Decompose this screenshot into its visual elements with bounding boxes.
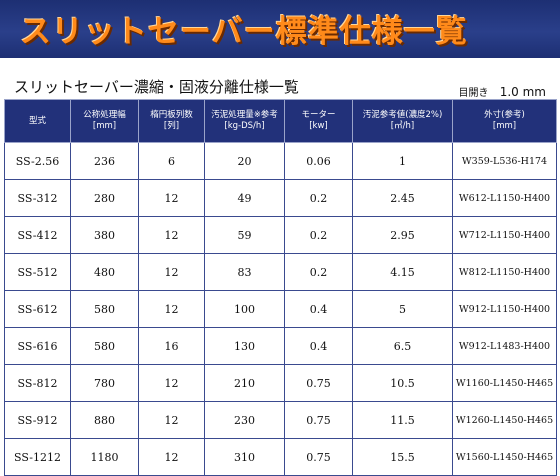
cell-disc-rows: 12 <box>138 290 205 328</box>
table-row: SS-512 480 12 83 0.2 4.15 W812-L1150-H40… <box>4 253 557 291</box>
title-banner: スリットセーバー標準仕様一覧 <box>0 0 560 58</box>
cell-model: SS-612 <box>4 290 71 328</box>
cell-sludge-reference: 1 <box>352 142 453 180</box>
cell-sludge-capacity: 210 <box>204 364 285 402</box>
cell-motor: 0.75 <box>284 364 353 402</box>
cell-motor: 0.75 <box>284 401 353 439</box>
table-row: SS-912 880 12 230 0.75 11.5 W1260-L1450-… <box>4 401 557 439</box>
cell-width: 480 <box>70 253 139 291</box>
cell-sludge-capacity: 20 <box>204 142 285 180</box>
header-sludge-reference: 汚泥参考値(濃度2%) [㎥/h] <box>352 99 453 143</box>
cell-model: SS-312 <box>4 179 71 217</box>
cell-dimensions: W359-L536-H174 <box>452 142 557 180</box>
table-subtitle: スリットセーバー濃縮・固液分離仕様一覧 <box>14 78 299 96</box>
cell-disc-rows: 6 <box>138 142 205 180</box>
table-row: SS-616 580 16 130 0.4 6.5 W912-L1483-H40… <box>4 327 557 365</box>
cell-disc-rows: 16 <box>138 327 205 365</box>
cell-width: 280 <box>70 179 139 217</box>
cell-sludge-reference: 2.45 <box>352 179 453 217</box>
header-disc-rows: 楕円板列数 [列] <box>138 99 205 143</box>
cell-width: 780 <box>70 364 139 402</box>
spec-table-wrapper: 型式 公称処理幅 [mm] 楕円板列数 [列] 汚泥処理量※参考 [kg-DS/… <box>4 99 557 476</box>
table-row: SS-2.56 236 6 20 0.06 1 W359-L536-H174 <box>4 142 557 180</box>
cell-sludge-capacity: 49 <box>204 179 285 217</box>
header-sludge-capacity: 汚泥処理量※参考 [kg-DS/h] <box>204 99 285 143</box>
table-row: SS-1212 1180 12 310 0.75 15.5 W1560-L145… <box>4 438 557 476</box>
cell-dimensions: W1160-L1450-H465 <box>452 364 557 402</box>
cell-sludge-capacity: 130 <box>204 327 285 365</box>
cell-motor: 0.2 <box>284 179 353 217</box>
header-motor: モーター [kw] <box>284 99 353 143</box>
cell-disc-rows: 12 <box>138 438 205 476</box>
cell-sludge-reference: 11.5 <box>352 401 453 439</box>
cell-disc-rows: 12 <box>138 216 205 254</box>
cell-model: SS-812 <box>4 364 71 402</box>
header-row: 型式 公称処理幅 [mm] 楕円板列数 [列] 汚泥処理量※参考 [kg-DS/… <box>4 99 557 143</box>
cell-motor: 0.2 <box>284 253 353 291</box>
cell-dimensions: W812-L1150-H400 <box>452 253 557 291</box>
cell-disc-rows: 12 <box>138 364 205 402</box>
cell-disc-rows: 12 <box>138 401 205 439</box>
cell-sludge-capacity: 83 <box>204 253 285 291</box>
cell-motor: 0.75 <box>284 438 353 476</box>
cell-model: SS-912 <box>4 401 71 439</box>
cell-width: 580 <box>70 327 139 365</box>
table-row: SS-412 380 12 59 0.2 2.95 W712-L1150-H40… <box>4 216 557 254</box>
cell-sludge-capacity: 59 <box>204 216 285 254</box>
cell-model: SS-1212 <box>4 438 71 476</box>
cell-motor: 0.06 <box>284 142 353 180</box>
cell-sludge-reference: 5 <box>352 290 453 328</box>
cell-width: 380 <box>70 216 139 254</box>
cell-dimensions: W712-L1150-H400 <box>452 216 557 254</box>
cell-sludge-reference: 2.95 <box>352 216 453 254</box>
opening-label: 目開き <box>458 88 489 99</box>
cell-sludge-capacity: 100 <box>204 290 285 328</box>
cell-disc-rows: 12 <box>138 179 205 217</box>
cell-sludge-reference: 6.5 <box>352 327 453 365</box>
cell-model: SS-2.56 <box>4 142 71 180</box>
opening-value: 1.0 mm <box>499 85 546 99</box>
header-model: 型式 <box>4 99 71 143</box>
cell-sludge-capacity: 310 <box>204 438 285 476</box>
cell-sludge-reference: 4.15 <box>352 253 453 291</box>
cell-dimensions: W1560-L1450-H465 <box>452 438 557 476</box>
cell-motor: 0.4 <box>284 290 353 328</box>
header-width: 公称処理幅 [mm] <box>70 99 139 143</box>
cell-width: 580 <box>70 290 139 328</box>
opening-size: 目開き 1.0 mm <box>459 84 546 99</box>
cell-model: SS-616 <box>4 327 71 365</box>
cell-dimensions: W912-L1150-H400 <box>452 290 557 328</box>
cell-width: 1180 <box>70 438 139 476</box>
cell-dimensions: W612-L1150-H400 <box>452 179 557 217</box>
header-dimensions: 外寸(参考) [mm] <box>452 99 557 143</box>
cell-disc-rows: 12 <box>138 253 205 291</box>
table-row: SS-812 780 12 210 0.75 10.5 W1160-L1450-… <box>4 364 557 402</box>
cell-motor: 0.4 <box>284 327 353 365</box>
table-row: SS-312 280 12 49 0.2 2.45 W612-L1150-H40… <box>4 179 557 217</box>
cell-motor: 0.2 <box>284 216 353 254</box>
cell-sludge-reference: 15.5 <box>352 438 453 476</box>
cell-width: 236 <box>70 142 139 180</box>
cell-dimensions: W1260-L1450-H465 <box>452 401 557 439</box>
cell-model: SS-412 <box>4 216 71 254</box>
cell-sludge-reference: 10.5 <box>352 364 453 402</box>
cell-sludge-capacity: 230 <box>204 401 285 439</box>
cell-dimensions: W912-L1483-H400 <box>452 327 557 365</box>
cell-width: 880 <box>70 401 139 439</box>
spec-table: 型式 公称処理幅 [mm] 楕円板列数 [列] 汚泥処理量※参考 [kg-DS/… <box>4 99 557 476</box>
banner-title: スリットセーバー標準仕様一覧 <box>20 14 468 50</box>
cell-model: SS-512 <box>4 253 71 291</box>
table-row: SS-612 580 12 100 0.4 5 W912-L1150-H400 <box>4 290 557 328</box>
